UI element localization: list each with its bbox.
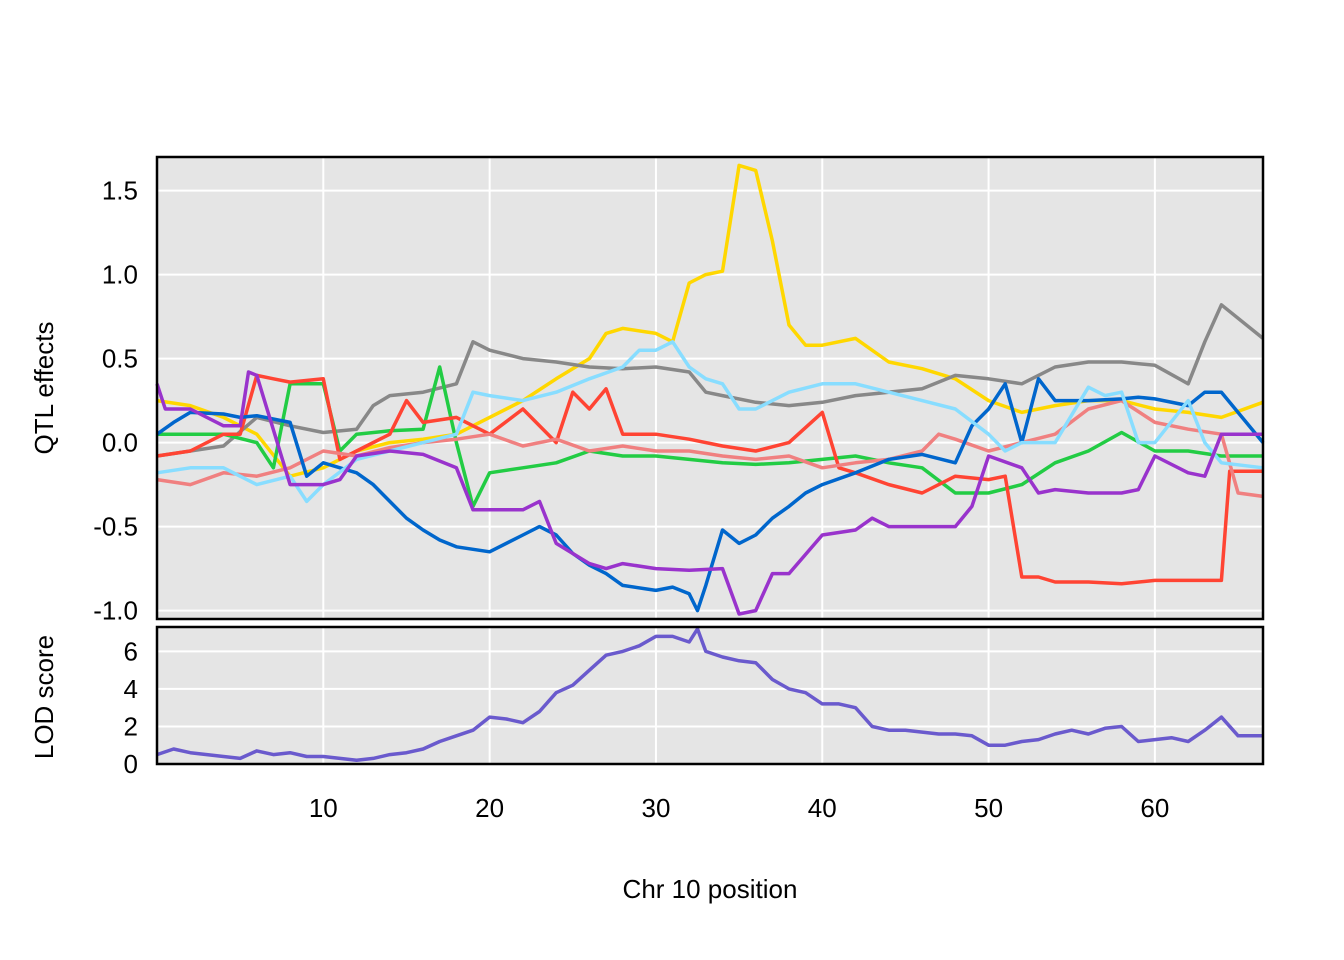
effects-y-tick-label: 0.0	[102, 428, 138, 458]
effects-series-group	[155, 163, 1265, 616]
lod-panel: 0 2 4 6 10 20 30 40 50 60 LOD score Chr 10 posit…	[29, 625, 1265, 904]
x-tick-label: 40	[808, 793, 837, 823]
x-axis-label: Chr 10 position	[623, 874, 798, 904]
lod-y-axis-label: LOD score	[29, 635, 59, 759]
effects-series-line-6	[156, 340, 1264, 504]
effects-y-tick-label: 0.5	[102, 344, 138, 374]
x-tick-label: 30	[641, 793, 670, 823]
effects-y-axis-label: QTL effects	[29, 322, 59, 455]
effects-series-line-4	[156, 398, 1264, 499]
effects-y-tick-label: 1.0	[102, 260, 138, 290]
x-tick-label: 50	[974, 793, 1003, 823]
effects-panel-background	[157, 157, 1263, 619]
effects-panel: -1.0 -0.5 0.0 0.5 1.0 1.5 QTL effects	[29, 155, 1265, 626]
effects-y-tick-label: -0.5	[93, 512, 138, 542]
lod-panel-background	[157, 627, 1263, 764]
lod-y-tick-label: 0	[124, 749, 138, 779]
effects-series-line-1	[156, 303, 1265, 458]
effects-series-line-7	[155, 370, 1263, 616]
x-tick-label: 20	[475, 793, 504, 823]
effects-series-line-3	[156, 373, 1263, 586]
x-tick-label: 10	[309, 793, 338, 823]
effects-series-line-5	[155, 377, 1265, 613]
lod-panel-border	[155, 625, 1265, 766]
effects-series-line-0	[156, 163, 1264, 478]
effects-y-tick-labels: -1.0 -0.5 0.0 0.5 1.0 1.5	[93, 176, 138, 626]
x-tick-labels: 10 20 30 40 50 60	[309, 793, 1170, 823]
lod-y-tick-label: 6	[124, 636, 138, 666]
effects-y-tick-label: 1.5	[102, 176, 138, 206]
effects-panel-border	[155, 155, 1265, 621]
lod-y-tick-label: 2	[124, 711, 138, 741]
lod-y-tick-label: 4	[124, 674, 138, 704]
lod-series-line-0	[156, 627, 1263, 762]
x-tick-label: 60	[1140, 793, 1169, 823]
lod-series-group	[156, 627, 1263, 762]
lod-y-tick-labels: 0 2 4 6	[124, 636, 138, 779]
effects-y-tick-label: -1.0	[93, 596, 138, 626]
